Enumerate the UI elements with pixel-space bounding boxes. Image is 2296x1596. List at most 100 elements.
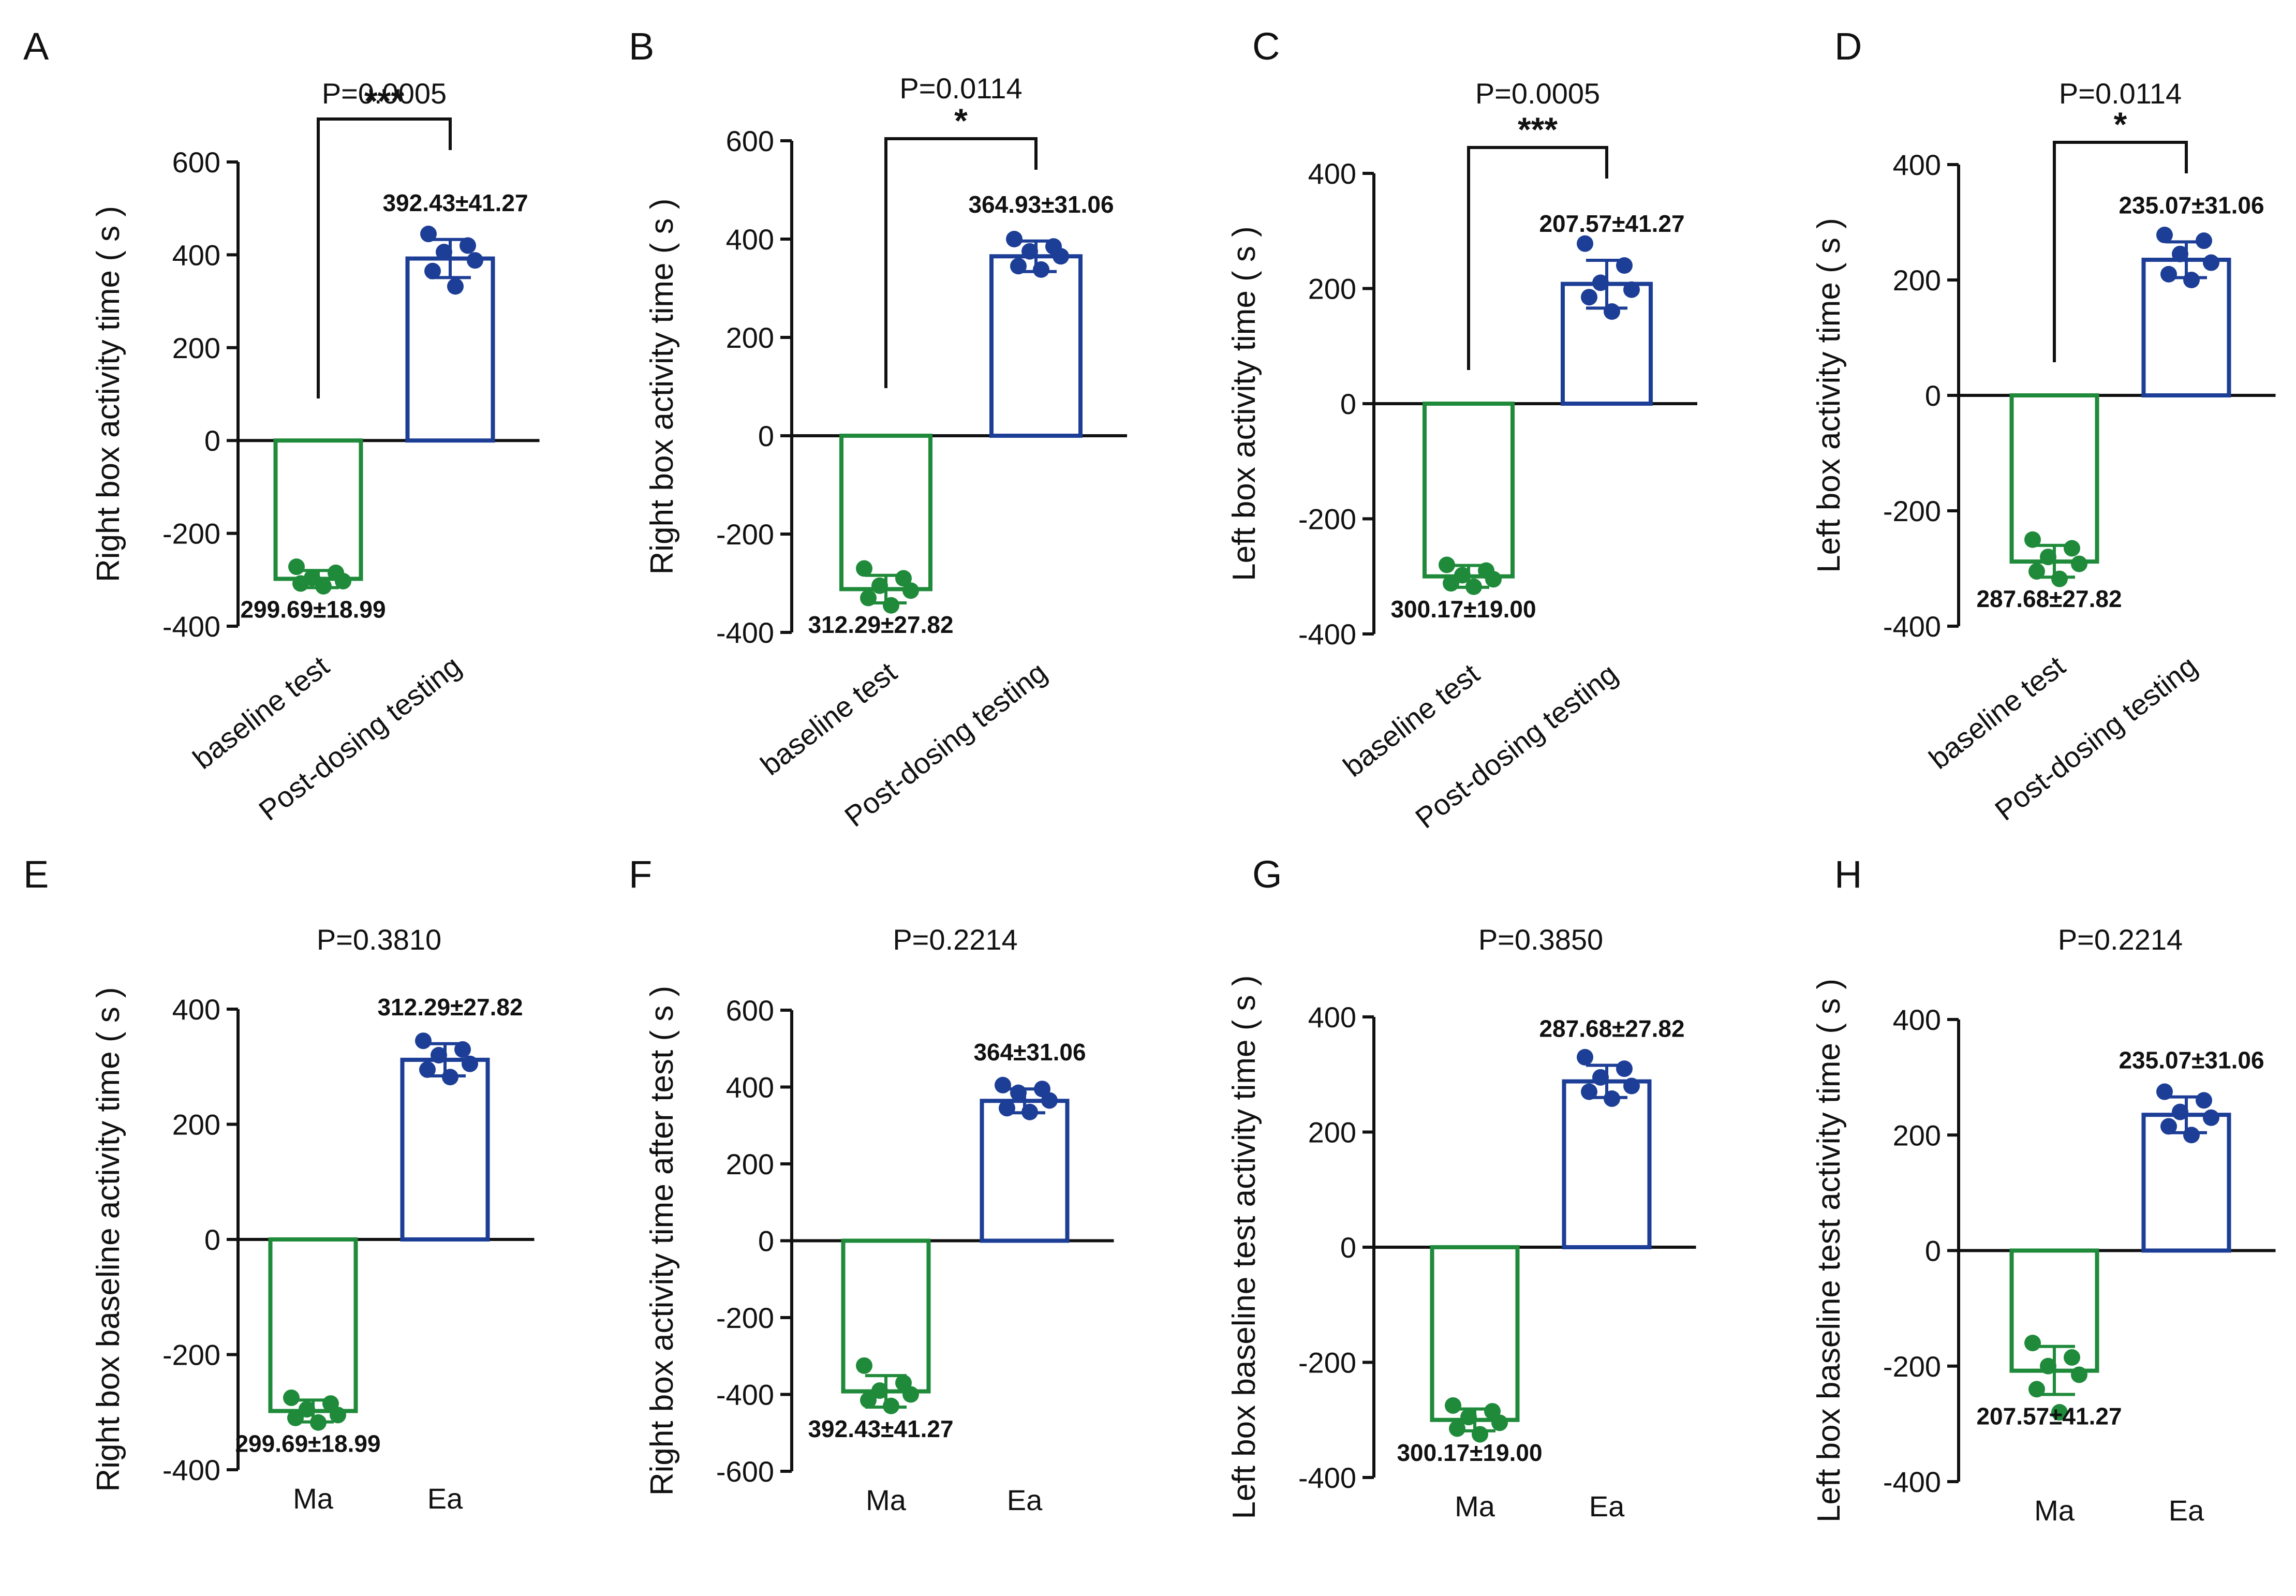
data-point [454, 1041, 471, 1058]
data-point [2028, 563, 2045, 580]
y-tick-label: -200 [1298, 1347, 1356, 1379]
bar-first [1430, 1245, 1520, 1422]
y-tick-label: 400 [1308, 1001, 1356, 1033]
y-axis-label: Right box baseline activity time ( s ) [91, 987, 126, 1491]
y-tick-label: 0 [1925, 379, 1941, 412]
significance-bracket [2053, 141, 2188, 362]
data-point [856, 560, 872, 577]
value-annotation: 235.07±31.06 [2119, 1047, 2264, 1074]
y-tick-label: 200 [1893, 1119, 1941, 1151]
data-point [2024, 1335, 2041, 1352]
data-point [2203, 254, 2219, 271]
y-tick-label: 200 [172, 1109, 220, 1141]
y-tick-label: 400 [172, 239, 220, 271]
panel-g: G P=0.3850 400 200 0 -200 -400 Left box baselin… [1226, 853, 1696, 1523]
y-tick-label: 200 [1893, 264, 1941, 297]
value-annotation: 299.69±18.99 [240, 596, 386, 623]
p-value-title: P=0.0114 [2059, 77, 2182, 110]
data-point [2028, 1381, 2045, 1398]
y-tick-label: 400 [726, 1071, 774, 1104]
x-category-label: Ea [427, 1482, 463, 1515]
data-point [1604, 1090, 1620, 1107]
data-point [871, 1382, 888, 1399]
p-value-title: P=0.3850 [1478, 923, 1603, 956]
data-point [2040, 1357, 2056, 1375]
data-point [330, 1407, 346, 1424]
value-annotation: 300.17±19.00 [1397, 1439, 1542, 1466]
y-tick-label: 400 [1893, 149, 1941, 181]
y-axis-label: Right box activity time ( s ) [91, 206, 126, 582]
bar-first [841, 1238, 931, 1394]
y-tick-label: -200 [1298, 503, 1356, 536]
y-tick-label: 0 [1340, 388, 1356, 420]
data-point [2156, 227, 2173, 244]
x-category-label: Ma [293, 1482, 334, 1515]
y-tick-label: 0 [1925, 1235, 1941, 1267]
p-value-title: P=0.2214 [2058, 923, 2183, 956]
panel-label: B [629, 25, 654, 68]
data-point [1577, 1048, 1593, 1066]
y-tick-label: 200 [1308, 273, 1356, 305]
data-point [2196, 1092, 2212, 1109]
bar-second [400, 1057, 490, 1242]
value-annotation: 235.07±31.06 [2119, 191, 2264, 218]
data-point [856, 1357, 872, 1374]
panel-label: G [1252, 853, 1282, 896]
data-point [902, 582, 919, 599]
data-point [1443, 575, 1459, 592]
data-point [2040, 549, 2056, 566]
y-tick-label: -200 [162, 518, 220, 550]
y-tick-label: -400 [716, 1379, 774, 1411]
data-point [335, 572, 351, 589]
y-tick-label: -400 [162, 1454, 220, 1486]
x-category-label: Ma [2034, 1494, 2075, 1527]
y-tick-label: 400 [1893, 1003, 1941, 1036]
data-point [860, 1392, 877, 1409]
data-point [424, 262, 441, 279]
y-tick-label: 200 [726, 1148, 774, 1180]
bar-first [268, 1237, 358, 1413]
y-tick-label: -400 [1298, 1461, 1356, 1494]
data-point [1592, 274, 1609, 291]
data-point [2160, 1118, 2177, 1135]
data-point [1472, 1426, 1488, 1443]
data-point [1010, 258, 1027, 275]
y-tick-label: -400 [716, 616, 774, 649]
y-tick-label: 0 [758, 1225, 774, 1258]
bar-second [1562, 1079, 1652, 1250]
y-axis-label: Left box activity time ( s ) [1226, 226, 1262, 581]
value-annotation: 392.43±41.27 [382, 189, 528, 216]
y-tick-label: 0 [204, 424, 220, 457]
y-tick-label: -200 [716, 518, 774, 551]
data-point [415, 1032, 432, 1050]
bar-second [989, 254, 1083, 438]
x-category-label: baseline test [754, 656, 903, 781]
data-point [1577, 235, 1593, 252]
x-category-label: Ea [1589, 1490, 1625, 1523]
p-value-title: P=0.2214 [893, 923, 1017, 956]
data-point [2183, 1127, 2200, 1144]
data-point [1592, 1069, 1609, 1086]
bar-first [273, 438, 363, 581]
value-annotation: 364±31.06 [973, 1039, 1086, 1066]
data-point [1623, 1077, 1640, 1095]
data-point [902, 1386, 919, 1403]
data-point [999, 1100, 1015, 1117]
y-tick-label: -600 [716, 1455, 774, 1488]
data-point [1021, 243, 1038, 260]
data-point [1604, 303, 1620, 320]
data-point [1616, 257, 1633, 274]
y-tick-label: 200 [172, 332, 220, 364]
x-category-label: baseline test [1337, 657, 1486, 783]
y-tick-label: 0 [1340, 1231, 1356, 1264]
y-tick-label: -200 [162, 1339, 220, 1371]
y-tick-label: -400 [162, 610, 220, 643]
data-point [1581, 289, 1597, 306]
panel-f: F P=0.2214 600 400 200 0 -200 -400 -600 Right box… [629, 853, 1114, 1516]
p-value-title: P=0.0005 [1475, 77, 1600, 110]
data-point [1021, 1103, 1038, 1120]
significance-bracket [317, 117, 452, 398]
y-tick-label: 400 [726, 223, 774, 256]
data-point [2196, 232, 2212, 249]
